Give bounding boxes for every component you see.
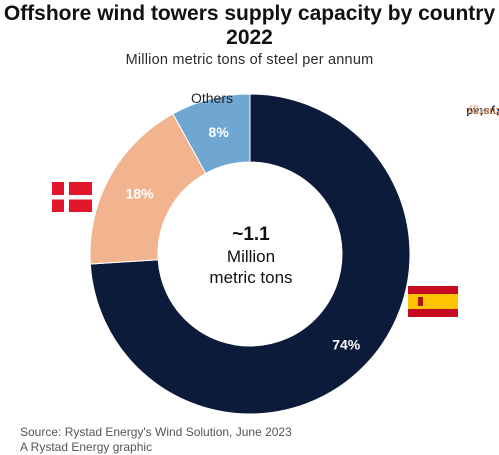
- chart-title: Offshore wind towers supply capacity by …: [0, 2, 499, 50]
- slice-denmark-value-label: 18%: [126, 185, 155, 201]
- others-category-label: Others: [191, 90, 233, 106]
- source-note: Source: Rystad Energy's Wind Solution, J…: [20, 425, 292, 439]
- chart-title-line-1: Offshore wind towers supply capacity by …: [3, 2, 496, 25]
- chart-footer: Source: Rystad Energy's Wind Solution, J…: [20, 425, 292, 455]
- center-unit-line-1: Million: [227, 247, 275, 266]
- center-unit-line-2: metric tons: [209, 268, 292, 287]
- slice-spain-value-label: 74%: [332, 336, 361, 352]
- chart-subtitle: Million metric tons of steel per annum: [125, 52, 374, 68]
- center-value: ~1.1: [232, 224, 270, 245]
- slice-others: [172, 93, 251, 175]
- denmark-flag-icon: [52, 182, 92, 212]
- credit-note: A Rystad Energy graphic: [20, 440, 153, 454]
- chart-title-line-2: 2022: [226, 26, 273, 49]
- spain-flag-icon: [408, 286, 458, 317]
- slice-others-value-label: 8%: [209, 124, 230, 140]
- slice-spain: [89, 93, 411, 415]
